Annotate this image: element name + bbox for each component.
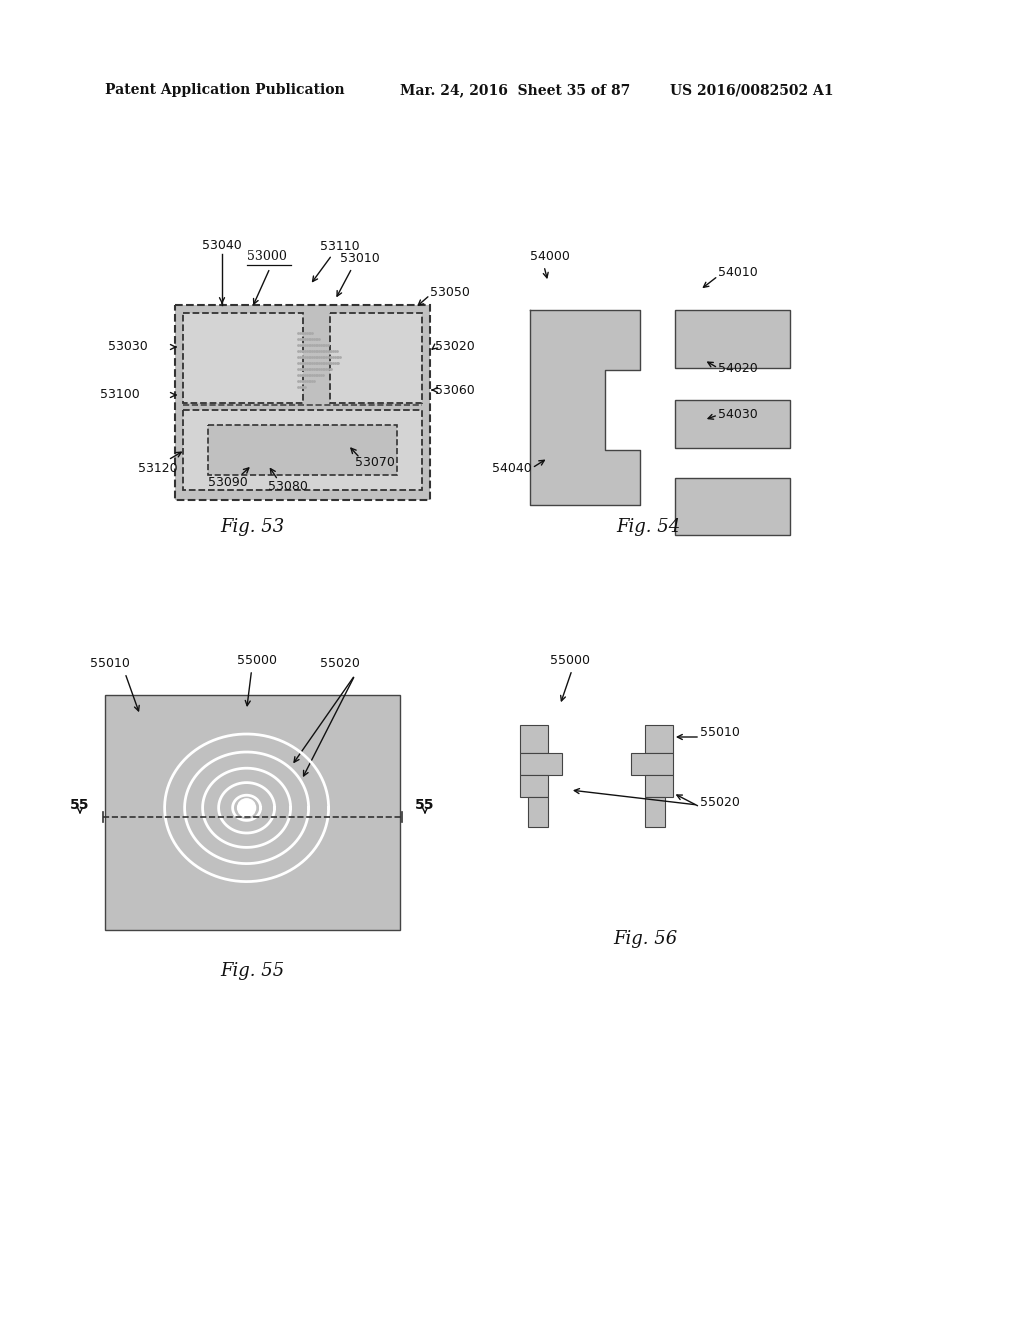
Text: Fig. 53: Fig. 53 bbox=[220, 517, 284, 536]
Text: 54030: 54030 bbox=[718, 408, 758, 421]
Text: 53070: 53070 bbox=[355, 455, 395, 469]
Text: 55: 55 bbox=[416, 799, 435, 812]
Circle shape bbox=[238, 799, 256, 817]
Bar bbox=[330, 313, 422, 403]
Text: Patent Application Publication: Patent Application Publication bbox=[105, 83, 345, 96]
Bar bbox=[675, 310, 790, 368]
Text: 54010: 54010 bbox=[718, 265, 758, 279]
Text: 53020: 53020 bbox=[435, 341, 475, 354]
Text: 53010: 53010 bbox=[340, 252, 380, 265]
Text: 55000: 55000 bbox=[550, 653, 590, 667]
Text: 54040: 54040 bbox=[492, 462, 531, 474]
Text: Fig. 54: Fig. 54 bbox=[615, 517, 680, 536]
Bar bbox=[605, 370, 640, 450]
Text: 55020: 55020 bbox=[700, 796, 740, 809]
Bar bbox=[645, 725, 673, 752]
Text: 55000: 55000 bbox=[237, 653, 276, 667]
Text: 55010: 55010 bbox=[90, 657, 130, 671]
Bar bbox=[175, 305, 430, 500]
Text: Mar. 24, 2016  Sheet 35 of 87: Mar. 24, 2016 Sheet 35 of 87 bbox=[400, 83, 630, 96]
Text: Fig. 55: Fig. 55 bbox=[220, 962, 285, 979]
Bar bbox=[183, 313, 303, 403]
Bar bbox=[528, 797, 548, 828]
Bar bbox=[645, 797, 665, 828]
Text: 55010: 55010 bbox=[700, 726, 740, 739]
Text: US 2016/0082502 A1: US 2016/0082502 A1 bbox=[670, 83, 834, 96]
Bar bbox=[530, 310, 640, 506]
Text: 54000: 54000 bbox=[530, 249, 570, 263]
Bar bbox=[520, 725, 548, 752]
Text: 54020: 54020 bbox=[718, 362, 758, 375]
Bar bbox=[675, 478, 790, 535]
Text: 53000: 53000 bbox=[247, 249, 287, 263]
Text: 53060: 53060 bbox=[435, 384, 475, 396]
Text: Fig. 56: Fig. 56 bbox=[613, 931, 677, 948]
Bar bbox=[183, 411, 422, 490]
Bar bbox=[105, 696, 400, 931]
Text: 53100: 53100 bbox=[100, 388, 139, 401]
Bar bbox=[520, 752, 562, 775]
Text: 53080: 53080 bbox=[268, 480, 308, 492]
Bar bbox=[675, 400, 790, 447]
Text: 55: 55 bbox=[71, 799, 90, 812]
Text: 53050: 53050 bbox=[430, 286, 470, 300]
Text: 53030: 53030 bbox=[108, 341, 147, 354]
Bar bbox=[631, 752, 673, 775]
Bar bbox=[208, 425, 397, 475]
Bar bbox=[645, 775, 673, 797]
Text: 53110: 53110 bbox=[319, 240, 359, 253]
Text: 53040: 53040 bbox=[202, 239, 242, 252]
Text: 55020: 55020 bbox=[319, 657, 359, 671]
Text: 53090: 53090 bbox=[208, 477, 248, 488]
Text: 53120: 53120 bbox=[138, 462, 177, 474]
Bar bbox=[520, 775, 548, 797]
